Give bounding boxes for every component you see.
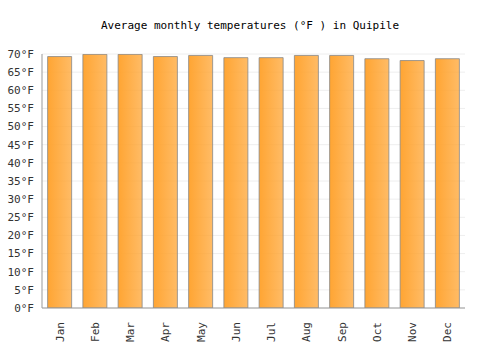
svg-text:Nov: Nov — [406, 322, 419, 342]
svg-text:60°F: 60°F — [8, 84, 34, 97]
svg-text:May: May — [195, 322, 208, 342]
svg-text:Aug: Aug — [300, 322, 313, 342]
svg-text:Feb: Feb — [89, 322, 102, 342]
svg-text:Jul: Jul — [265, 322, 278, 342]
svg-text:Apr: Apr — [159, 322, 172, 342]
svg-text:5°F: 5°F — [14, 284, 34, 297]
svg-text:Jan: Jan — [54, 322, 67, 342]
svg-text:10°F: 10°F — [8, 266, 34, 279]
svg-text:15°F: 15°F — [8, 247, 34, 260]
svg-text:45°F: 45°F — [8, 139, 34, 152]
svg-text:50°F: 50°F — [8, 120, 34, 133]
svg-text:30°F: 30°F — [8, 193, 34, 206]
svg-text:20°F: 20°F — [8, 229, 34, 242]
svg-text:70°F: 70°F — [8, 48, 34, 61]
svg-text:Mar: Mar — [124, 322, 137, 342]
svg-text:55°F: 55°F — [8, 102, 34, 115]
svg-text:25°F: 25°F — [8, 211, 34, 224]
svg-text:65°F: 65°F — [8, 66, 34, 79]
html-text:Average monthly temperatures (: Average monthly temperatures (°F ) in Qu… — [101, 19, 399, 32]
svg-text:0°F: 0°F — [14, 302, 34, 315]
svg-text:35°F: 35°F — [8, 175, 34, 188]
svg-text:Oct: Oct — [371, 322, 384, 342]
svg-text:40°F: 40°F — [8, 157, 34, 170]
svg-text:Dec: Dec — [441, 322, 454, 342]
svg-text:Sep: Sep — [336, 322, 349, 342]
svg-text:Jun: Jun — [230, 322, 243, 342]
